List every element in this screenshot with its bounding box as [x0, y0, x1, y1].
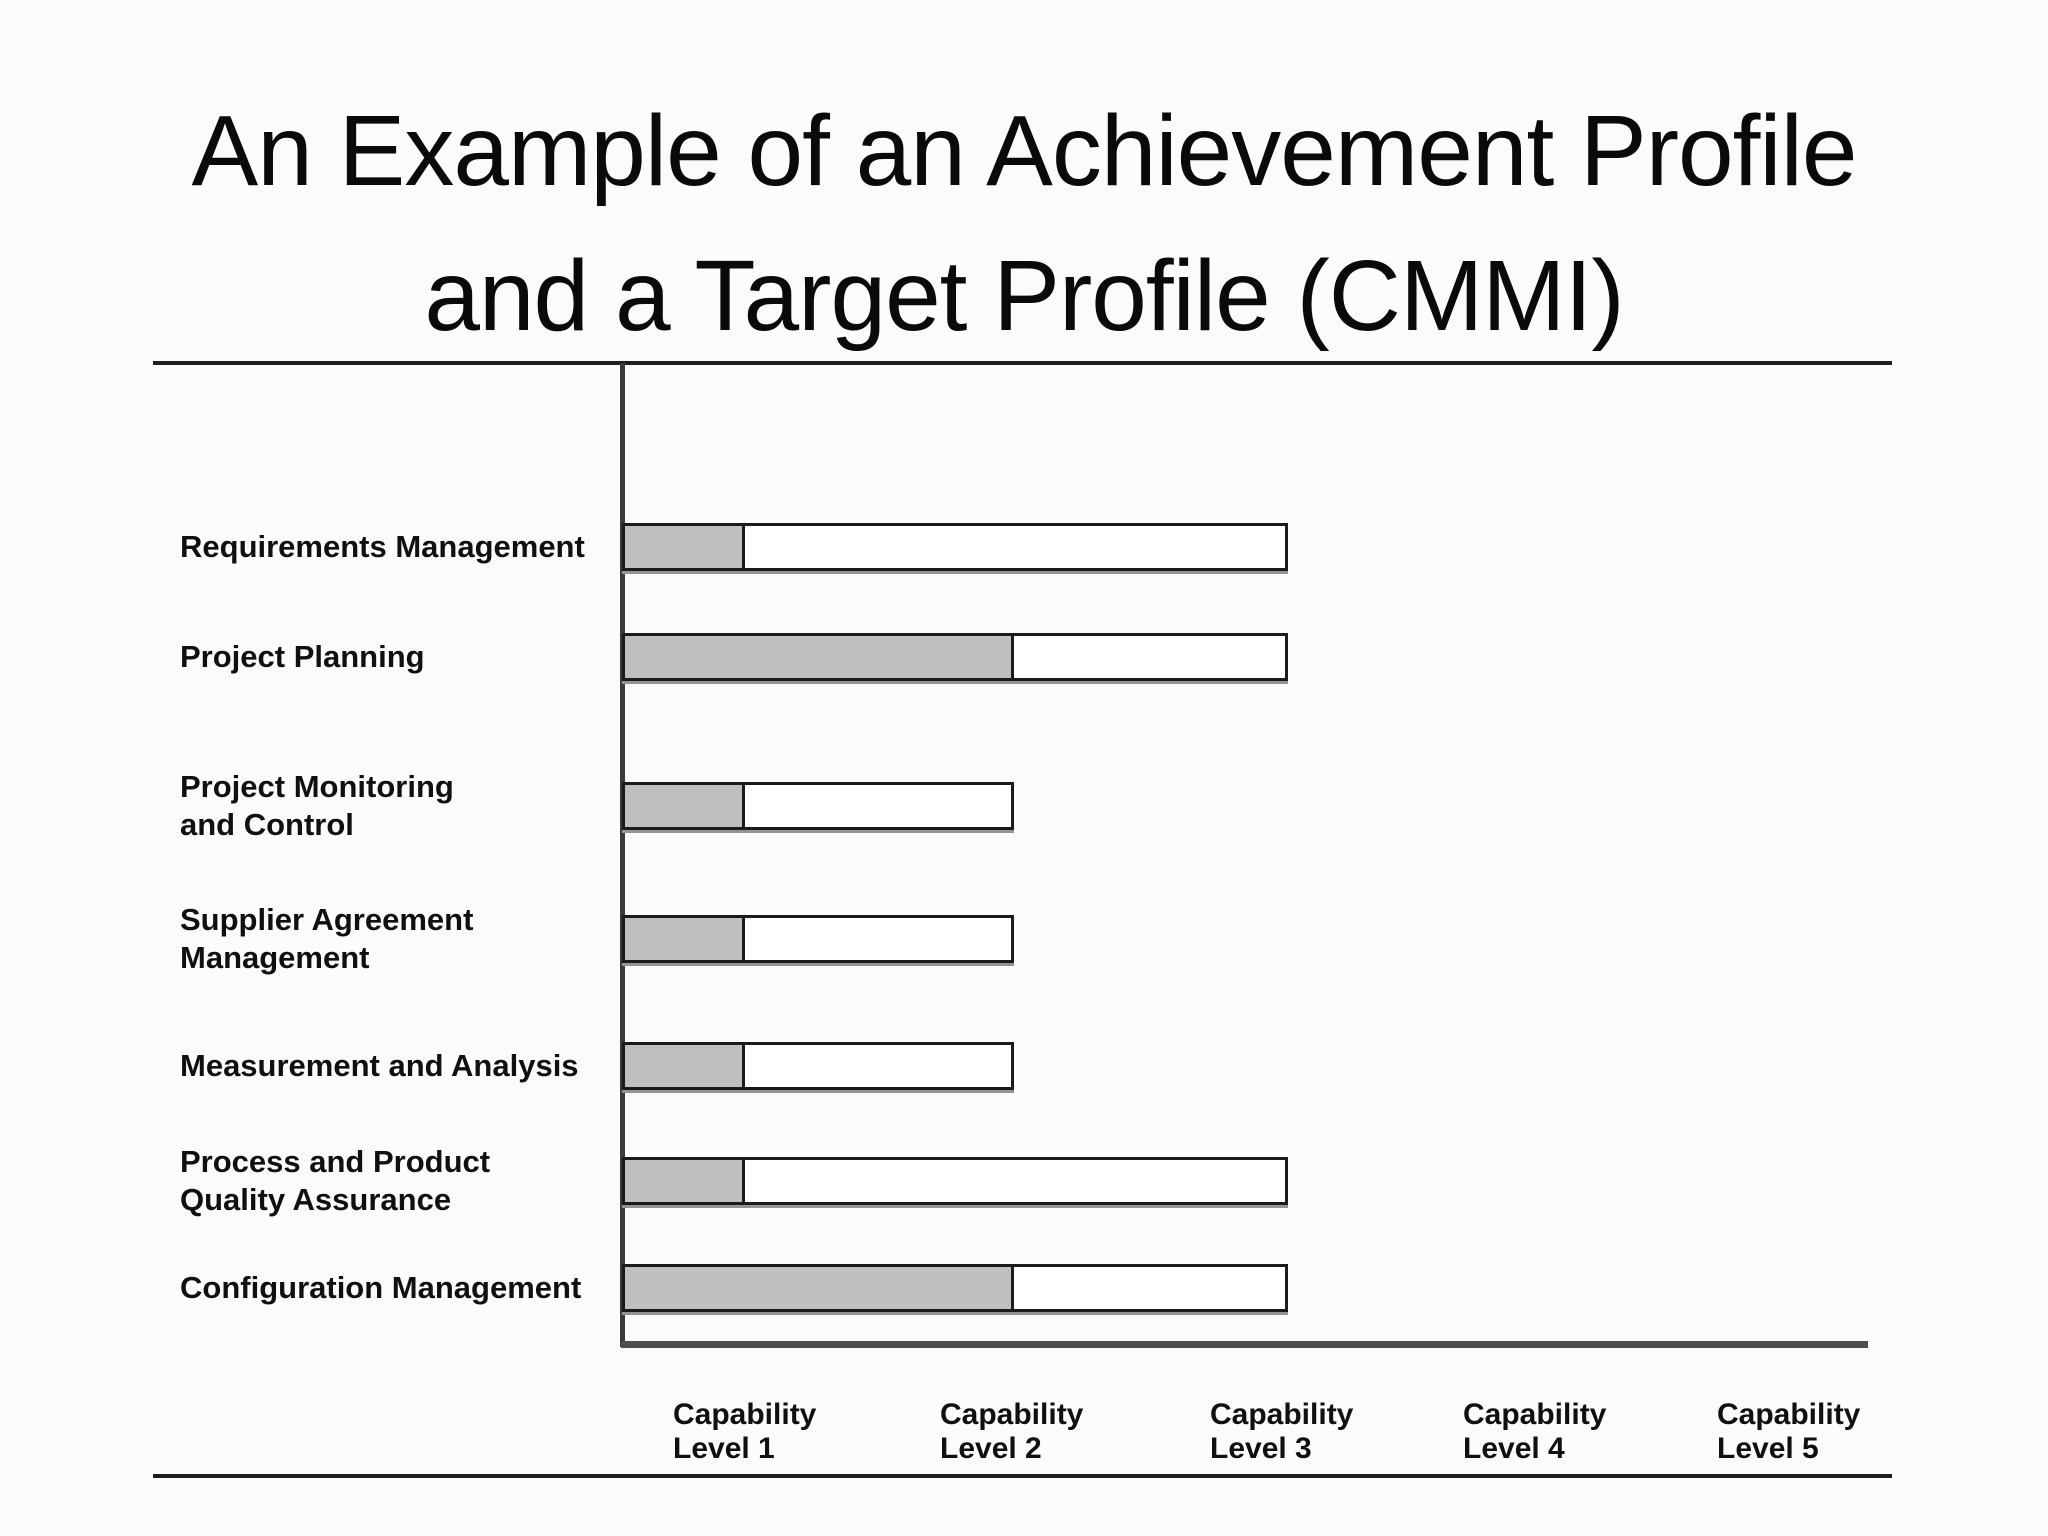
- category-label-line: Supplier Agreement: [180, 902, 474, 937]
- x-tick-label-line: Level 1: [673, 1432, 775, 1465]
- x-tick-label-capability-level-5: Capability Level 5: [1717, 1398, 1860, 1466]
- category-label-process-and-product-quality-assurance: Process and Product Quality Assurance: [180, 1143, 610, 1219]
- category-label-line: Project Monitoring: [180, 769, 454, 804]
- category-label-line: and Control: [180, 807, 354, 842]
- target-profile-bar-project-monitoring-and-control: [622, 782, 1014, 830]
- achievement-segment-project-monitoring-and-control: [625, 785, 745, 827]
- category-label-line: Configuration Management: [180, 1270, 582, 1305]
- x-tick-label-line: Level 2: [940, 1432, 1042, 1465]
- page-title-line-1: An Example of an Achievement Profile: [191, 95, 1858, 207]
- achievement-segment-configuration-management: [625, 1267, 1014, 1309]
- category-label-line: Requirements Management: [180, 529, 585, 564]
- x-tick-label-line: Capability: [673, 1398, 817, 1431]
- bottom-divider-line: [153, 1474, 1892, 1478]
- target-profile-bar-measurement-and-analysis: [622, 1042, 1014, 1090]
- category-label-requirements-management: Requirements Management: [180, 528, 610, 566]
- x-tick-label-line: Capability: [1210, 1398, 1354, 1431]
- achievement-segment-supplier-agreement-management: [625, 918, 745, 960]
- x-tick-label-capability-level-2: Capability Level 2: [940, 1398, 1083, 1466]
- x-tick-label-capability-level-1: Capability Level 1: [673, 1398, 816, 1466]
- x-tick-label-line: Capability: [1717, 1398, 1861, 1431]
- y-axis-line: [620, 363, 625, 1347]
- x-tick-label-capability-level-4: Capability Level 4: [1463, 1398, 1606, 1466]
- category-label-line: Project Planning: [180, 639, 425, 674]
- category-label-line: Quality Assurance: [180, 1182, 452, 1217]
- achievement-segment-process-and-product-quality-assurance: [625, 1160, 745, 1202]
- achievement-segment-measurement-and-analysis: [625, 1045, 745, 1087]
- x-tick-label-line: Capability: [940, 1398, 1084, 1431]
- category-label-supplier-agreement-management: Supplier Agreement Management: [180, 901, 610, 977]
- category-label-project-planning: Project Planning: [180, 638, 610, 676]
- x-tick-label-capability-level-3: Capability Level 3: [1210, 1398, 1353, 1466]
- category-label-line: Management: [180, 940, 370, 975]
- x-tick-label-line: Level 3: [1210, 1432, 1312, 1465]
- achievement-segment-requirements-management: [625, 526, 745, 568]
- category-label-configuration-management: Configuration Management: [180, 1269, 610, 1307]
- target-profile-bar-requirements-management: [622, 523, 1288, 571]
- target-profile-bar-process-and-product-quality-assurance: [622, 1157, 1288, 1205]
- achievement-segment-project-planning: [625, 636, 1014, 678]
- category-label-measurement-and-analysis: Measurement and Analysis: [180, 1047, 610, 1085]
- x-axis-line: [621, 1341, 1868, 1348]
- category-label-line: Process and Product: [180, 1144, 491, 1179]
- category-label-project-monitoring-and-control: Project Monitoring and Control: [180, 768, 610, 844]
- page-title-line-2: and a Target Profile (CMMI): [424, 240, 1624, 352]
- target-profile-bar-configuration-management: [622, 1264, 1288, 1312]
- target-profile-bar-supplier-agreement-management: [622, 915, 1014, 963]
- top-divider-line: [153, 361, 1892, 365]
- category-label-line: Measurement and Analysis: [180, 1048, 579, 1083]
- page-title: An Example of an Achievement Profile and …: [0, 79, 2048, 369]
- x-tick-label-line: Capability: [1463, 1398, 1607, 1431]
- x-tick-label-line: Level 4: [1463, 1432, 1565, 1465]
- x-tick-label-line: Level 5: [1717, 1432, 1819, 1465]
- target-profile-bar-project-planning: [622, 633, 1288, 681]
